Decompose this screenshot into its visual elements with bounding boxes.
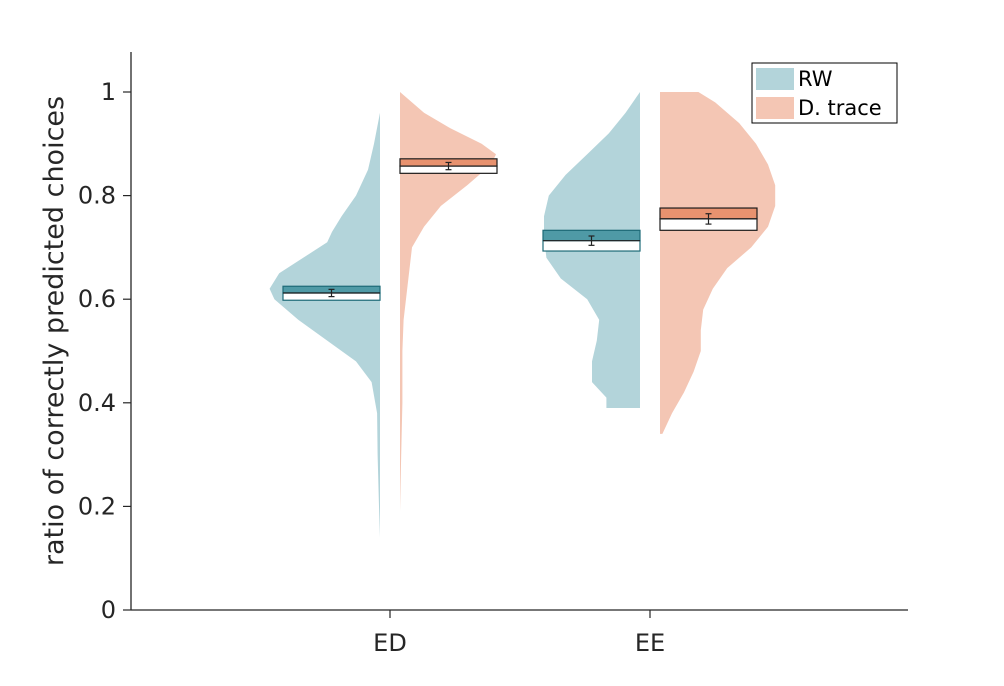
legend-swatch xyxy=(756,68,794,90)
violin-dtrace-ee xyxy=(660,92,776,434)
legend-label: D. trace xyxy=(798,96,882,120)
legend: RW D. trace xyxy=(751,62,898,124)
violin-dtrace-ed xyxy=(400,92,496,512)
violin-rw-ed xyxy=(269,112,380,538)
boxes-layer xyxy=(282,158,758,301)
y-tick-label: 0.8 xyxy=(78,182,116,210)
legend-label: RW xyxy=(798,67,833,91)
y-axis-title: ratio of correctly predicted choices xyxy=(39,96,70,566)
x-ticks: ED EE xyxy=(373,610,665,657)
y-ticks: 0 0.2 0.4 0.6 0.8 1 xyxy=(78,78,131,624)
y-tick-label: 0.6 xyxy=(78,285,116,313)
x-tick-label: EE xyxy=(635,629,665,657)
violins-layer xyxy=(269,92,776,538)
y-tick-label: 0.2 xyxy=(78,492,116,520)
y-tick-label: 0.4 xyxy=(78,389,116,417)
x-tick-label: ED xyxy=(373,629,407,657)
y-tick-label: 0 xyxy=(101,596,116,624)
y-tick-label: 1 xyxy=(101,78,116,106)
axes: 0 0.2 0.4 0.6 0.8 1 ED EE ratio of correctly p… xyxy=(39,52,908,657)
legend-swatch xyxy=(756,97,794,119)
